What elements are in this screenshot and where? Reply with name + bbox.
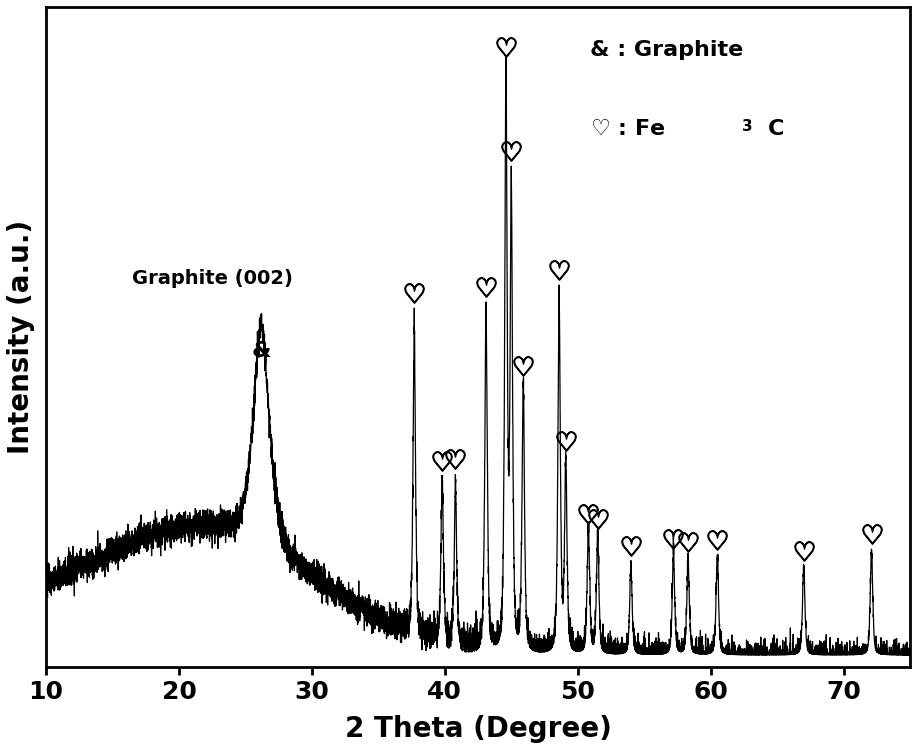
Text: C: C — [768, 119, 784, 139]
Text: $\heartsuit$ : Fe: $\heartsuit$ : Fe — [591, 119, 666, 139]
Text: 3: 3 — [742, 119, 752, 134]
Text: Graphite (002): Graphite (002) — [132, 269, 293, 288]
Y-axis label: Intensity (a.u.): Intensity (a.u.) — [7, 220, 35, 454]
X-axis label: 2 Theta (Degree): 2 Theta (Degree) — [345, 715, 612, 743]
Text: & : Graphite: & : Graphite — [591, 40, 744, 60]
Text: &: & — [251, 341, 271, 362]
